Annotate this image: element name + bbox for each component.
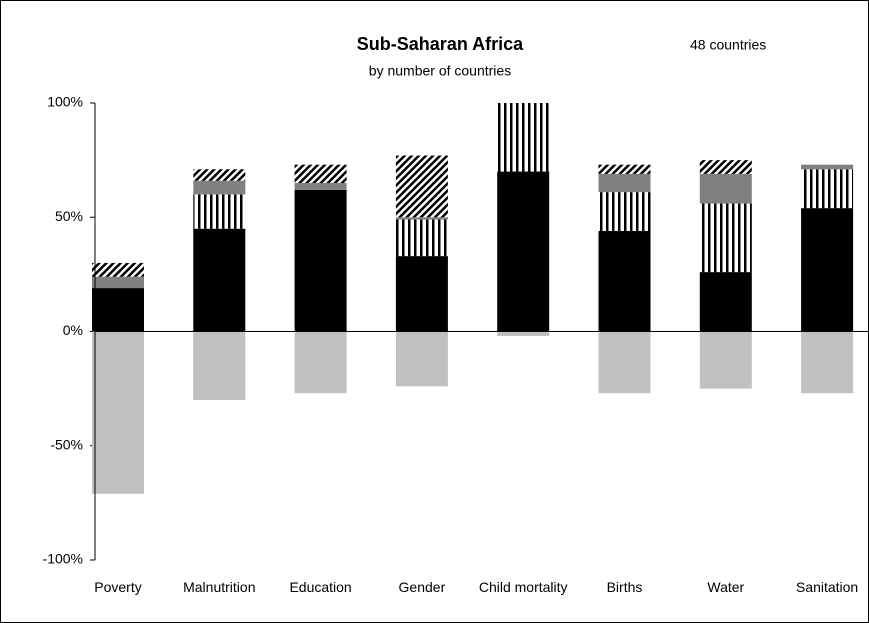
bar-segment <box>92 331 144 494</box>
bar-segment <box>193 228 246 332</box>
bar-segment <box>699 272 752 332</box>
bar-segment <box>193 194 246 229</box>
bar-segment <box>193 180 246 195</box>
chart-subtitle: by number of countries <box>369 63 511 79</box>
bar-segment <box>92 262 144 277</box>
bar-segment <box>294 164 347 183</box>
bar-segment <box>193 331 246 401</box>
bar-segment <box>598 164 651 174</box>
bar-segment <box>395 217 448 220</box>
y-tick-label: -100% <box>43 551 83 567</box>
x-tick-label: Gender <box>398 579 446 595</box>
bar-segment <box>395 219 448 257</box>
x-tick-label: Malnutrition <box>183 579 256 595</box>
bar-segment <box>395 331 448 387</box>
x-tick-label: Child mortality <box>478 579 568 595</box>
bar-segment <box>699 160 752 174</box>
x-tick-label: Education <box>289 579 352 595</box>
bar-segment <box>294 182 347 190</box>
x-tick-label: Births <box>606 579 643 595</box>
y-tick-label: 50% <box>55 208 83 224</box>
y-tick-label: -50% <box>50 436 83 452</box>
bar-segment <box>92 276 144 289</box>
bar-segment <box>395 155 448 218</box>
bar-segment <box>92 288 144 332</box>
x-tick-label: Poverty <box>94 579 142 595</box>
bar-segment <box>294 331 347 394</box>
bar-segment <box>598 192 651 231</box>
x-tick-label: Water <box>707 579 745 595</box>
annotation: 48 countries <box>690 37 766 53</box>
bar-segment <box>699 331 752 389</box>
y-tick-label: 0% <box>63 322 83 338</box>
bar-segment <box>801 164 854 170</box>
y-tick-label: 100% <box>47 94 83 110</box>
bar-segment <box>699 173 752 204</box>
bar-segment <box>801 208 854 332</box>
bar-segment <box>598 230 651 332</box>
bar-segment <box>497 103 550 172</box>
bar-segment <box>294 189 347 332</box>
bar-segment <box>801 169 854 209</box>
bar-segment <box>193 169 246 181</box>
bar-segment <box>801 331 854 394</box>
bar-segment <box>598 331 651 394</box>
x-tick-label: Sanitation <box>795 579 859 595</box>
bar-segment <box>598 173 651 193</box>
bar-segment <box>497 331 550 337</box>
bar-segment <box>395 256 448 332</box>
chart-title: Sub-Saharan Africa <box>357 34 524 54</box>
bar-segment <box>497 171 550 332</box>
bar-segment <box>699 203 752 273</box>
